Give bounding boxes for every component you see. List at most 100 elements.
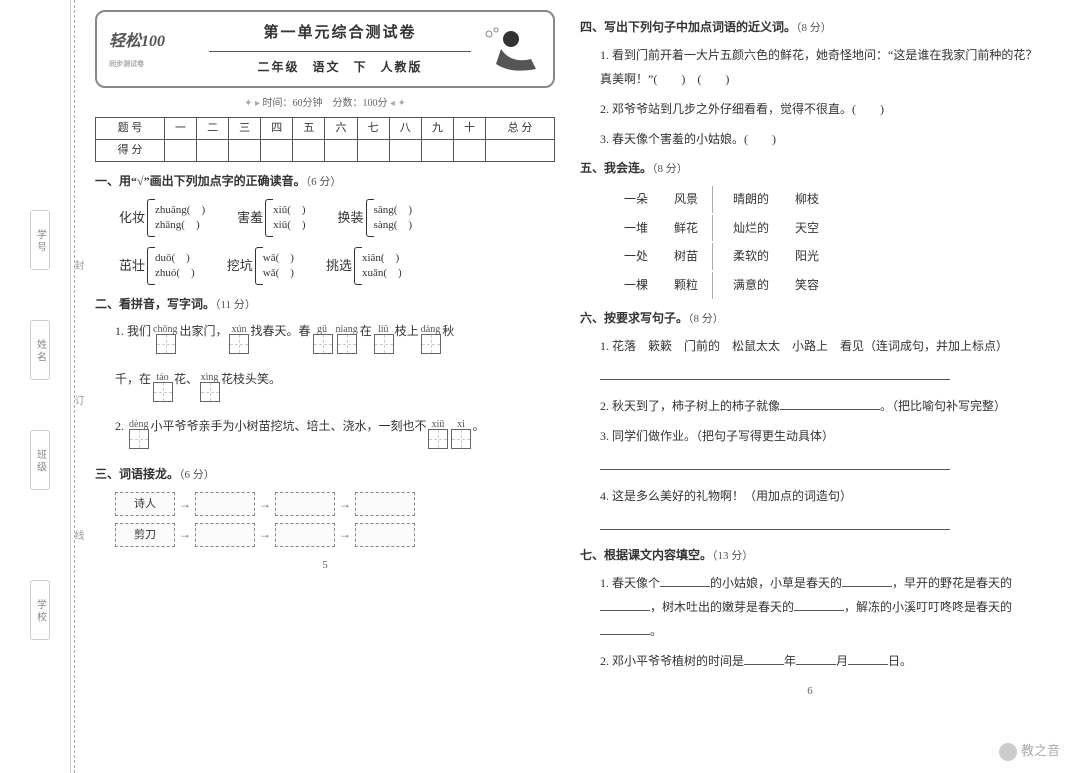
match-cell: 一朵 (612, 186, 660, 213)
logo: 轻松100 同步测试卷 (109, 27, 209, 71)
section-6-title: 六、按要求写句子。（8 分） (580, 307, 1040, 330)
pinyin-choice: 换装sāng( )sàng( ) (338, 199, 413, 237)
match-cell: 鲜花 (662, 215, 710, 242)
binding-tab: 学 号 (30, 210, 50, 270)
answer-blank[interactable] (600, 597, 650, 611)
chain-blank[interactable] (275, 492, 335, 516)
s7-q2: 2. 邓小平爷爷植树的时间是年月日。 (600, 649, 1040, 673)
answer-blank[interactable] (794, 597, 844, 611)
tian-box[interactable] (229, 334, 249, 354)
pinyin-box: xi (451, 415, 470, 457)
binding-line (70, 0, 71, 773)
score-cell[interactable] (389, 140, 421, 162)
pinyin-choice: 茁壮duō( )zhuó( ) (119, 247, 195, 285)
s6-blank (600, 364, 1040, 388)
score-cell[interactable] (293, 140, 325, 162)
tian-box[interactable] (337, 334, 357, 354)
hanzi: 茁壮 (119, 254, 145, 279)
score-cell[interactable] (325, 140, 357, 162)
match-cell: 阳光 (783, 243, 831, 270)
bracket-icon (147, 247, 155, 285)
binding-tab: 姓 名 (30, 320, 50, 380)
binding-tab: 学 校 (30, 580, 50, 640)
answer-blank[interactable] (780, 396, 880, 410)
score-cell[interactable] (421, 140, 453, 162)
chain-start: 诗人 (115, 492, 175, 516)
time-score: ▸ 时间：60分钟 分数：100分 ◂ (95, 94, 555, 113)
s4-item: 3. 春天像个害羞的小姑娘。( ) (600, 127, 1040, 151)
score-cell[interactable] (453, 140, 485, 162)
score-cell[interactable] (229, 140, 261, 162)
score-cell[interactable] (261, 140, 293, 162)
score-header-cell: 一 (164, 118, 196, 140)
bracket-icon (147, 199, 155, 237)
pinyin-options: sāng( )sàng( ) (374, 203, 413, 234)
tian-box[interactable] (153, 382, 173, 402)
match-cell: 颗粒 (662, 272, 710, 299)
answer-blank[interactable] (660, 573, 710, 587)
match-cell: 满意的 (712, 272, 781, 299)
section-2-line: 2. dèng小平爷爷亲手为小树苗挖坑、培土、浇水，一刻也不xiūxi。 (115, 415, 555, 457)
pinyin-box: xún (229, 320, 248, 362)
tian-box[interactable] (451, 429, 471, 449)
chain-blank[interactable] (355, 523, 415, 547)
answer-blank[interactable] (848, 651, 888, 665)
match-cell: 树苗 (662, 243, 710, 270)
section-2-line: 千，在táo花、xìng花枝头笑。 (115, 368, 555, 410)
score-header-cell: 七 (357, 118, 389, 140)
answer-blank[interactable] (744, 651, 784, 665)
bracket-icon (354, 247, 362, 285)
tian-box[interactable] (156, 334, 176, 354)
header-titles: 第一单元综合测试卷 二年级 语文 下 人教版 (209, 19, 471, 79)
score-cell[interactable] (164, 140, 196, 162)
exam-header: 轻松100 同步测试卷 第一单元综合测试卷 二年级 语文 下 人教版 (95, 10, 555, 88)
s6-blank (600, 454, 1040, 478)
answer-blank[interactable] (600, 516, 950, 530)
chain-blank[interactable] (355, 492, 415, 516)
section-2-title: 二、看拼音，写字词。（11 分） (95, 293, 555, 316)
pinyin-options: xiān( )xuǎn( ) (362, 251, 402, 282)
chain-blank[interactable] (195, 492, 255, 516)
pinyin-options: zhuāng( )zhāng( ) (155, 203, 205, 234)
pinyin-box: dàng (421, 320, 440, 362)
hanzi: 害羞 (237, 206, 263, 231)
score-header-cell: 九 (421, 118, 453, 140)
answer-blank[interactable] (600, 621, 650, 635)
s7-q1: 1. 春天像个的小姑娘，小草是春天的，早开的野花是春天的，树木吐出的嫩芽是春天的… (600, 571, 1040, 643)
score-header-cell: 五 (293, 118, 325, 140)
answer-blank[interactable] (600, 366, 950, 380)
pinyin-choice: 挑选 xiān( )xuǎn( ) (326, 247, 402, 285)
score-header-cell: 八 (389, 118, 421, 140)
score-table: 题 号一二三四五六七八九十总 分 得 分 (95, 117, 555, 162)
pinyin-box: niang (336, 320, 358, 362)
answer-blank[interactable] (600, 456, 950, 470)
chain-blank[interactable] (195, 523, 255, 547)
chain-blank[interactable] (275, 523, 335, 547)
page-number-right: 6 (580, 681, 1040, 702)
page-number-left: 5 (95, 555, 555, 576)
score-header-cell: 十 (453, 118, 485, 140)
s4-item: 2. 邓爷爷站到几步之外仔细看看，觉得不很直。( ) (600, 97, 1040, 121)
answer-blank[interactable] (842, 573, 892, 587)
score-cell[interactable] (357, 140, 389, 162)
hanzi: 挑选 (326, 254, 352, 279)
page-left: 轻松100 同步测试卷 第一单元综合测试卷 二年级 语文 下 人教版 ▸ 时间：… (95, 10, 555, 575)
section-5-title: 五、我会连。（8 分） (580, 157, 1040, 180)
score-cell[interactable] (197, 140, 229, 162)
score-cell[interactable] (486, 140, 555, 162)
bracket-icon (366, 199, 374, 237)
score-header-cell: 总 分 (486, 118, 555, 140)
tian-box[interactable] (313, 334, 333, 354)
s6-q2: 2. 秋天到了，柿子树上的柿子就像。（把比喻句补写完整） (600, 394, 1040, 418)
logo-sub: 同步测试卷 (109, 58, 209, 71)
tian-box[interactable] (374, 334, 394, 354)
answer-blank[interactable] (796, 651, 836, 665)
tian-box[interactable] (129, 429, 149, 449)
score-row-label: 得 分 (96, 140, 165, 162)
tian-box[interactable] (200, 382, 220, 402)
student-doodle-icon (471, 24, 541, 74)
s4-item: 1. 看到门前开着一大片五颜六色的鲜花，她奇怪地问：“这是谁在我家门前种的花？真… (600, 43, 1040, 91)
tian-box[interactable] (421, 334, 441, 354)
s6-q1: 1. 花落 簌簌 门前的 松鼠太太 小路上 看见（连词成句，并加上标点） (600, 334, 1040, 358)
tian-box[interactable] (428, 429, 448, 449)
